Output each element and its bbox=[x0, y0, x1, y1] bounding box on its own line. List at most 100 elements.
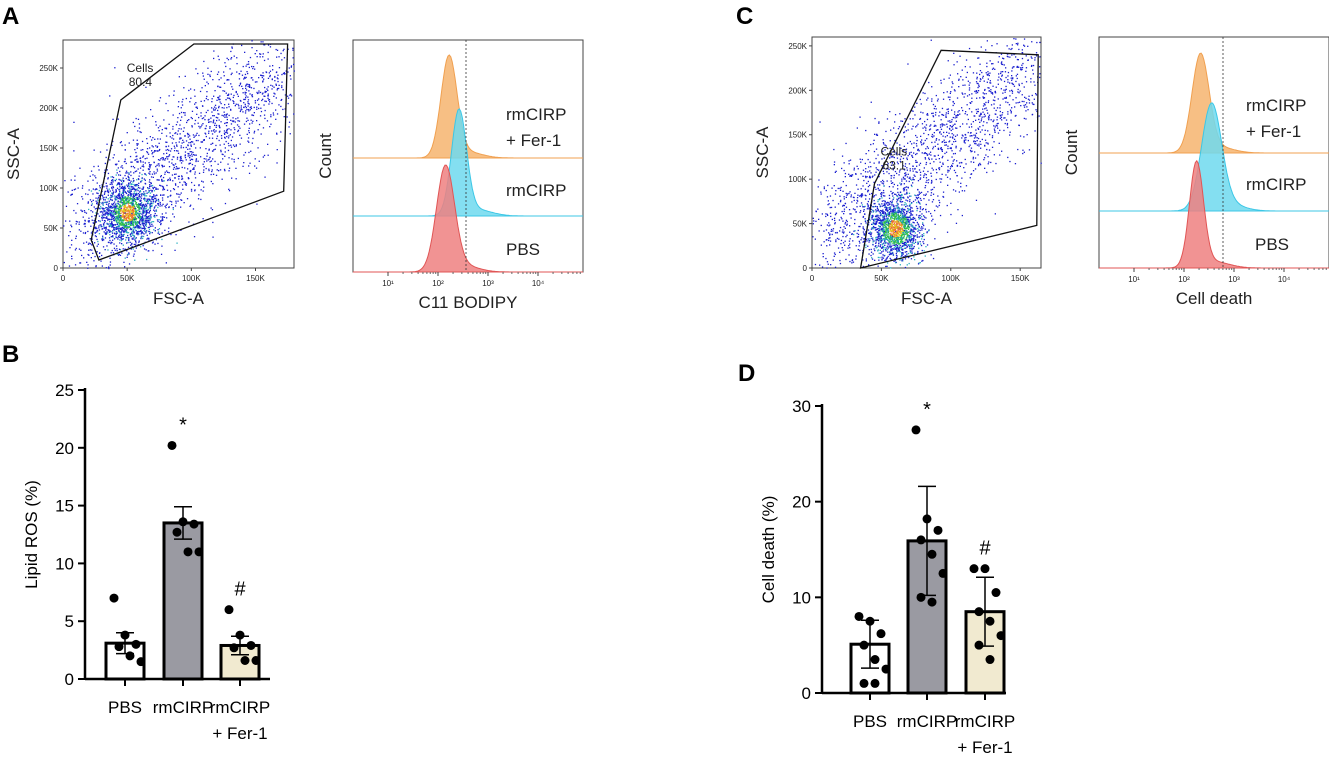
event-dot bbox=[146, 217, 148, 219]
event-dot bbox=[907, 217, 909, 219]
event-dot bbox=[140, 208, 142, 210]
event-dot bbox=[930, 172, 932, 174]
event-dot bbox=[116, 207, 119, 210]
event-dot bbox=[74, 249, 77, 251]
event-dot bbox=[172, 164, 174, 166]
event-dot bbox=[208, 130, 210, 132]
event-dot bbox=[900, 120, 902, 122]
event-dot bbox=[126, 222, 128, 224]
event-dot bbox=[865, 244, 867, 246]
event-dot bbox=[911, 229, 913, 232]
event-dot bbox=[132, 218, 134, 221]
event-dot bbox=[158, 179, 160, 181]
event-dot bbox=[68, 235, 70, 237]
event-dot bbox=[164, 229, 166, 231]
event-dot bbox=[889, 154, 892, 156]
event-dot bbox=[134, 149, 136, 151]
event-dot bbox=[101, 207, 103, 209]
data-point bbox=[178, 517, 188, 527]
event-dot bbox=[188, 119, 190, 121]
event-dot bbox=[1011, 75, 1013, 77]
event-dot bbox=[205, 148, 207, 150]
event-dot bbox=[843, 204, 845, 207]
event-dot bbox=[979, 63, 981, 65]
event-dot bbox=[917, 250, 919, 253]
event-dot bbox=[117, 194, 119, 196]
event-dot bbox=[219, 86, 221, 88]
event-dot bbox=[852, 196, 855, 198]
event-dot bbox=[128, 220, 131, 222]
event-dot bbox=[113, 226, 115, 229]
event-dot bbox=[177, 130, 179, 132]
event-dot bbox=[108, 200, 110, 202]
event-dot bbox=[128, 201, 130, 203]
event-dot bbox=[259, 115, 262, 117]
event-dot bbox=[221, 137, 223, 139]
event-dot bbox=[106, 201, 108, 203]
event-dot bbox=[133, 220, 135, 222]
event-dot bbox=[929, 128, 932, 130]
event-dot bbox=[1018, 66, 1020, 68]
event-dot bbox=[211, 169, 213, 171]
event-dot bbox=[899, 197, 901, 199]
event-dot bbox=[879, 184, 881, 186]
event-dot bbox=[133, 231, 135, 233]
event-dot bbox=[934, 209, 936, 212]
event-dot bbox=[814, 263, 817, 266]
event-dot bbox=[117, 212, 119, 214]
event-dot bbox=[839, 187, 841, 190]
event-dot bbox=[945, 144, 947, 146]
event-dot bbox=[222, 158, 224, 160]
event-dot bbox=[130, 202, 133, 204]
event-dot bbox=[116, 232, 118, 234]
event-dot bbox=[1022, 152, 1024, 155]
event-dot bbox=[117, 225, 120, 227]
event-dot bbox=[906, 264, 908, 266]
event-dot bbox=[987, 101, 989, 104]
event-dot bbox=[889, 228, 891, 230]
event-dot bbox=[169, 150, 172, 152]
event-dot bbox=[907, 224, 909, 226]
event-dot bbox=[876, 214, 878, 216]
event-dot bbox=[150, 176, 153, 178]
event-dot bbox=[268, 103, 270, 105]
event-dot bbox=[981, 71, 983, 74]
event-dot bbox=[825, 215, 827, 218]
event-dot bbox=[140, 193, 142, 195]
event-dot bbox=[924, 158, 927, 160]
event-dot bbox=[75, 247, 77, 250]
event-dot bbox=[235, 178, 237, 180]
event-dot bbox=[134, 223, 137, 225]
event-dot bbox=[120, 215, 122, 217]
event-dot bbox=[890, 243, 892, 245]
event-dot bbox=[237, 103, 239, 106]
event-dot bbox=[228, 167, 231, 169]
event-dot bbox=[889, 225, 891, 228]
event-dot bbox=[193, 236, 196, 238]
event-dot bbox=[138, 241, 140, 243]
event-dot bbox=[124, 209, 126, 211]
event-dot bbox=[1026, 134, 1028, 136]
event-dot bbox=[170, 220, 172, 222]
event-dot bbox=[144, 208, 146, 210]
event-dot bbox=[924, 157, 926, 159]
event-dot bbox=[903, 149, 905, 151]
event-dot bbox=[869, 175, 871, 177]
event-dot bbox=[131, 238, 133, 240]
event-dot bbox=[69, 247, 71, 249]
event-dot bbox=[1030, 81, 1032, 83]
event-dot bbox=[181, 116, 183, 118]
event-dot bbox=[133, 253, 135, 255]
event-dot bbox=[881, 243, 883, 245]
event-dot bbox=[913, 179, 915, 181]
event-dot bbox=[871, 257, 873, 259]
event-dot bbox=[141, 227, 143, 230]
event-dot bbox=[126, 132, 128, 134]
event-dot bbox=[149, 165, 151, 167]
event-dot bbox=[194, 171, 196, 173]
event-dot bbox=[925, 211, 928, 213]
event-dot bbox=[145, 211, 147, 213]
event-dot bbox=[189, 151, 191, 153]
event-dot bbox=[884, 244, 886, 246]
event-dot bbox=[894, 193, 896, 195]
